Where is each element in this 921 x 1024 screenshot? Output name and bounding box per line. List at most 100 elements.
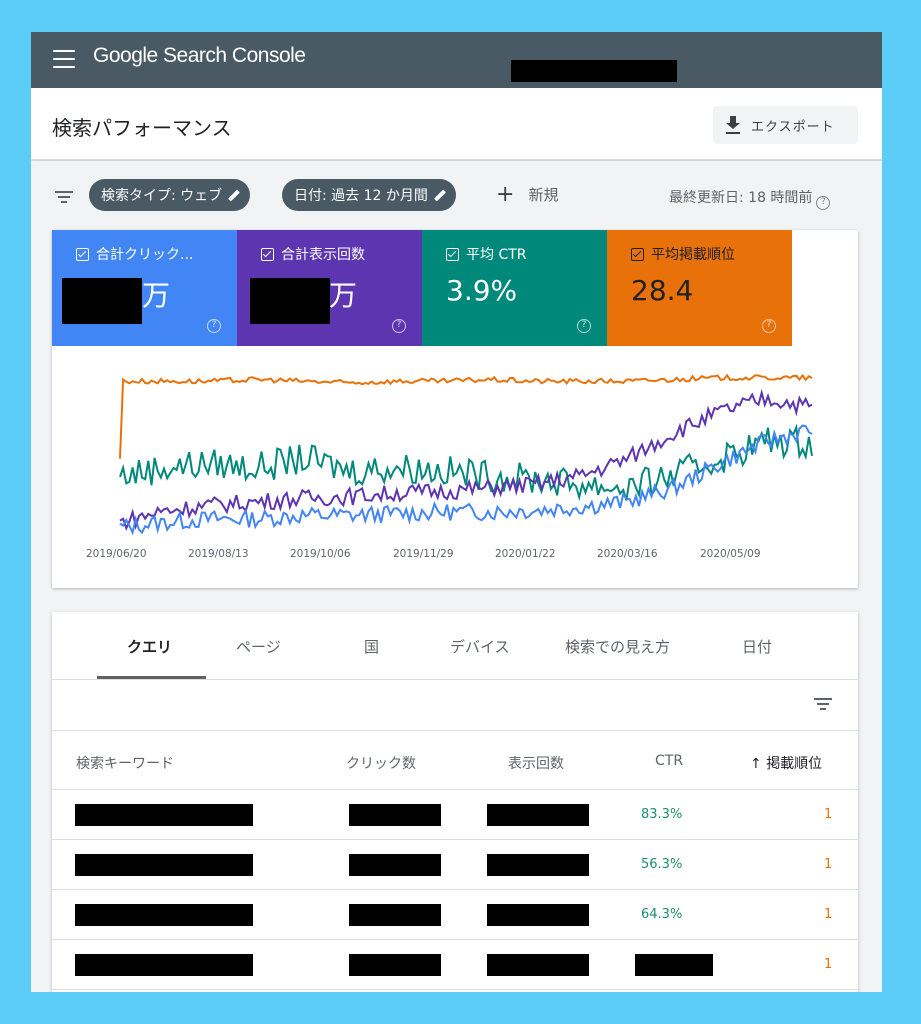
new-filter-button[interactable]: + 新規: [496, 181, 559, 207]
redacted-value: [250, 278, 330, 324]
series-line-2: [119, 423, 813, 502]
metric-value: 3.9%: [446, 274, 518, 307]
export-label: エクスポート: [751, 119, 835, 135]
x-tick-label: 2020/01/22: [495, 548, 556, 560]
redacted-property: [511, 60, 677, 82]
header-position[interactable]: ↑ 掲載順位: [750, 756, 823, 772]
tab-search-appearance[interactable]: 検索での見え方: [565, 638, 671, 656]
redacted-cell: [349, 854, 441, 876]
position-value: 1: [824, 857, 833, 872]
redacted-cell: [487, 854, 589, 876]
table-row[interactable]: 64.3% 1: [52, 890, 858, 940]
date-chip[interactable]: 日付: 過去 12 か月間: [282, 179, 456, 211]
help-icon[interactable]: ?: [816, 196, 831, 210]
ctr-value: 56.3%: [641, 857, 683, 872]
tab-date[interactable]: 日付: [742, 638, 773, 656]
header-clicks[interactable]: クリック数: [346, 756, 416, 772]
plus-icon: +: [496, 181, 515, 207]
x-tick-label: 2019/10/06: [290, 548, 351, 560]
metric-average-position[interactable]: 平均掲載順位 28.4 ?: [607, 230, 792, 346]
checkbox-icon: [631, 247, 644, 261]
table-row[interactable]: 56.3% 1: [52, 840, 858, 890]
help-icon[interactable]: ?: [392, 319, 406, 333]
table-row[interactable]: 1: [52, 940, 858, 990]
position-value: 1: [824, 807, 833, 822]
menu-icon[interactable]: [53, 50, 75, 68]
filter-bar: 検索タイプ: ウェブ 日付: 過去 12 か月間 + 新規 最終更新日: 18 …: [31, 161, 882, 229]
redacted-cell: [487, 954, 589, 976]
new-filter-label: 新規: [528, 186, 559, 204]
metric-total-impressions[interactable]: 合計表示回数 万 ?: [237, 230, 422, 346]
x-tick-label: 2020/03/16: [597, 548, 658, 560]
export-button[interactable]: エクスポート: [713, 106, 858, 144]
redacted-cell: [75, 954, 253, 976]
search-type-chip[interactable]: 検索タイプ: ウェブ: [89, 179, 251, 211]
sort-arrow-icon: ↑: [750, 756, 762, 772]
help-icon[interactable]: ?: [577, 319, 591, 333]
filter-icon[interactable]: [55, 191, 73, 203]
x-tick-label: 2019/11/29: [393, 548, 454, 560]
metric-label: 合計表示回数: [261, 244, 365, 264]
dimension-tabs: クエリ ページ 国 デバイス 検索での見え方 日付: [52, 612, 858, 680]
tab-country[interactable]: 国: [364, 638, 380, 656]
last-updated-text: 最終更新日: 18 時間前: [669, 190, 813, 206]
help-icon[interactable]: ?: [207, 319, 221, 333]
redacted-cell: [487, 804, 589, 826]
redacted-cell: [635, 954, 713, 976]
edit-icon: [228, 188, 241, 202]
checkbox-icon: [76, 247, 89, 261]
series-line-3: [119, 373, 813, 459]
metric-value: 28.4: [631, 274, 694, 307]
metric-total-clicks[interactable]: 合計クリック... 万 ?: [52, 230, 237, 346]
checkbox-icon: [446, 247, 459, 261]
redacted-cell: [75, 904, 253, 926]
date-label: 日付: 過去 12 か月間: [294, 188, 428, 204]
metric-label: 平均 CTR: [446, 244, 527, 264]
edit-icon: [433, 188, 446, 202]
metric-average-ctr[interactable]: 平均 CTR 3.9% ?: [422, 230, 607, 346]
page-title: 検索パフォーマンス: [52, 116, 232, 140]
redacted-cell: [75, 854, 253, 876]
download-icon: [725, 116, 741, 134]
series-line-0: [119, 424, 813, 536]
metric-label: 合計クリック...: [76, 244, 193, 264]
tab-query[interactable]: クエリ: [127, 638, 173, 656]
redacted-cell: [349, 954, 441, 976]
table-filter-icon[interactable]: [814, 698, 832, 710]
redacted-cell: [487, 904, 589, 926]
position-value: 1: [824, 957, 833, 972]
x-tick-label: 2019/08/13: [188, 548, 249, 560]
metric-value: 万: [329, 279, 358, 312]
redacted-cell: [349, 804, 441, 826]
metric-label: 平均掲載順位: [631, 244, 735, 264]
series-line-1: [119, 388, 813, 532]
redacted-cell: [75, 804, 253, 826]
active-tab-indicator: [97, 676, 206, 679]
header-impressions[interactable]: 表示回数: [508, 756, 564, 772]
ctr-value: 64.3%: [641, 907, 683, 922]
header-query[interactable]: 検索キーワード: [76, 756, 174, 772]
table-header: 検索キーワード クリック数 表示回数 CTR ↑ 掲載順位: [52, 730, 858, 790]
performance-chart-card: 合計クリック... 万 ? 合計表示回数 万 ? 平均 CTR 3.9% ? 平…: [52, 230, 858, 588]
x-tick-label: 2020/05/09: [700, 548, 761, 560]
metric-value: 万: [142, 279, 171, 312]
last-updated: 最終更新日: 18 時間前?: [669, 187, 831, 210]
search-console-app: Google Search Console 検索パフォーマンス エクスポート 検…: [31, 32, 882, 992]
performance-line-chart[interactable]: [52, 346, 858, 546]
tab-device[interactable]: デバイス: [450, 638, 510, 656]
title-bar: 検索パフォーマンス エクスポート: [31, 88, 882, 160]
ctr-value: 83.3%: [641, 807, 683, 822]
query-table-card: クエリ ページ 国 デバイス 検索での見え方 日付 検索キーワード クリック数 …: [52, 612, 858, 992]
redacted-cell: [349, 904, 441, 926]
redacted-value: [62, 278, 142, 324]
search-type-label: 検索タイプ: ウェブ: [101, 188, 223, 204]
header-ctr[interactable]: CTR: [655, 753, 684, 769]
checkbox-icon: [261, 247, 274, 261]
tab-page[interactable]: ページ: [236, 638, 281, 656]
help-icon[interactable]: ?: [762, 319, 776, 333]
brand-logo[interactable]: Google Search Console: [93, 44, 306, 67]
table-row[interactable]: 83.3% 1: [52, 790, 858, 840]
x-tick-label: 2019/06/20: [86, 548, 147, 560]
app-bar: Google Search Console: [31, 32, 882, 88]
position-value: 1: [824, 907, 833, 922]
